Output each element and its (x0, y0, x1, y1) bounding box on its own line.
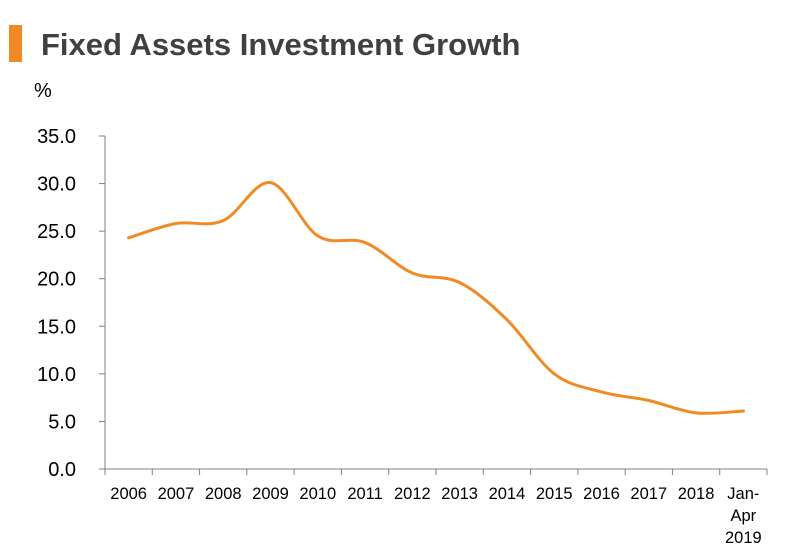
x-tick-label: 2011 (347, 485, 382, 503)
x-tick-label-line: 2006 (110, 485, 147, 503)
data-point (694, 411, 698, 415)
x-tick-label-line: 2011 (347, 485, 382, 503)
y-axis-unit-label: % (34, 80, 52, 102)
data-point (316, 234, 320, 238)
x-tick-label: 2009 (252, 485, 289, 503)
x-tick-label-line: 2008 (205, 485, 242, 503)
y-tick-label: 15.0 (37, 316, 76, 338)
x-tick-label: 2012 (394, 485, 431, 503)
x-tick-label-line: Jan- (727, 485, 759, 503)
x-tick-label: 2018 (678, 485, 715, 503)
x-tick-label: 2014 (489, 485, 526, 503)
data-point (458, 281, 462, 285)
data-point (221, 219, 225, 223)
x-tick-label-line: 2014 (489, 485, 526, 503)
x-tick-label-line: 2012 (394, 485, 431, 503)
x-tick-label-line: 2015 (536, 485, 573, 503)
x-tick-label-line: 2017 (630, 485, 667, 503)
x-tick-label-line: Apr (731, 507, 757, 525)
x-tick-label: 2016 (583, 485, 620, 503)
series-layer (127, 181, 745, 415)
x-tick-label-line: 2013 (441, 485, 478, 503)
data-point (505, 318, 509, 322)
x-tick-label: 2013 (441, 485, 478, 503)
x-tick-label: 2006 (110, 485, 147, 503)
y-tick-label: 35.0 (37, 126, 76, 148)
y-axis: 0.0 5.0 10.0 15.0 20.0 25.0 30.0 35.0 (37, 126, 106, 481)
data-point (647, 399, 651, 402)
data-point (600, 390, 603, 394)
data-point (127, 236, 131, 240)
data-point (552, 372, 556, 376)
x-tick-label-line: 2018 (678, 485, 715, 503)
series-line (127, 181, 745, 415)
chart-title: Fixed Assets Investment Growth (41, 27, 520, 62)
x-tick-label: 2007 (158, 485, 195, 503)
x-tick-label-line: 2016 (583, 485, 620, 503)
x-tick-label: 2015 (536, 485, 573, 503)
data-point (363, 241, 367, 245)
x-tick-label: 2010 (299, 485, 336, 503)
x-tick-label-line: 2019 (725, 529, 762, 547)
x-axis: 2006 2007 2008 2009 2010 2011 2012 2013 2014 2015… (104, 468, 768, 547)
x-tick-label-line: 2009 (252, 485, 289, 503)
x-tick-label-line: 2010 (299, 485, 336, 503)
data-point (174, 222, 178, 226)
x-tick-label: 2008 (205, 485, 242, 503)
y-tick-label: 25.0 (37, 221, 76, 243)
y-tick-label: 0.0 (48, 459, 76, 481)
y-tick-label: 10.0 (37, 364, 76, 386)
data-point (410, 271, 414, 275)
x-tick-label-line: 2007 (158, 485, 195, 503)
y-tick-label: 30.0 (37, 174, 76, 196)
y-tick-label: 20.0 (37, 269, 76, 291)
data-point (741, 409, 745, 413)
y-tick-label: 5.0 (48, 411, 76, 433)
title-accent-bar (9, 25, 22, 62)
data-point (269, 181, 272, 185)
x-tick-label: 2017 (630, 485, 667, 503)
x-tick-label: Jan- Apr 2019 (725, 485, 762, 547)
